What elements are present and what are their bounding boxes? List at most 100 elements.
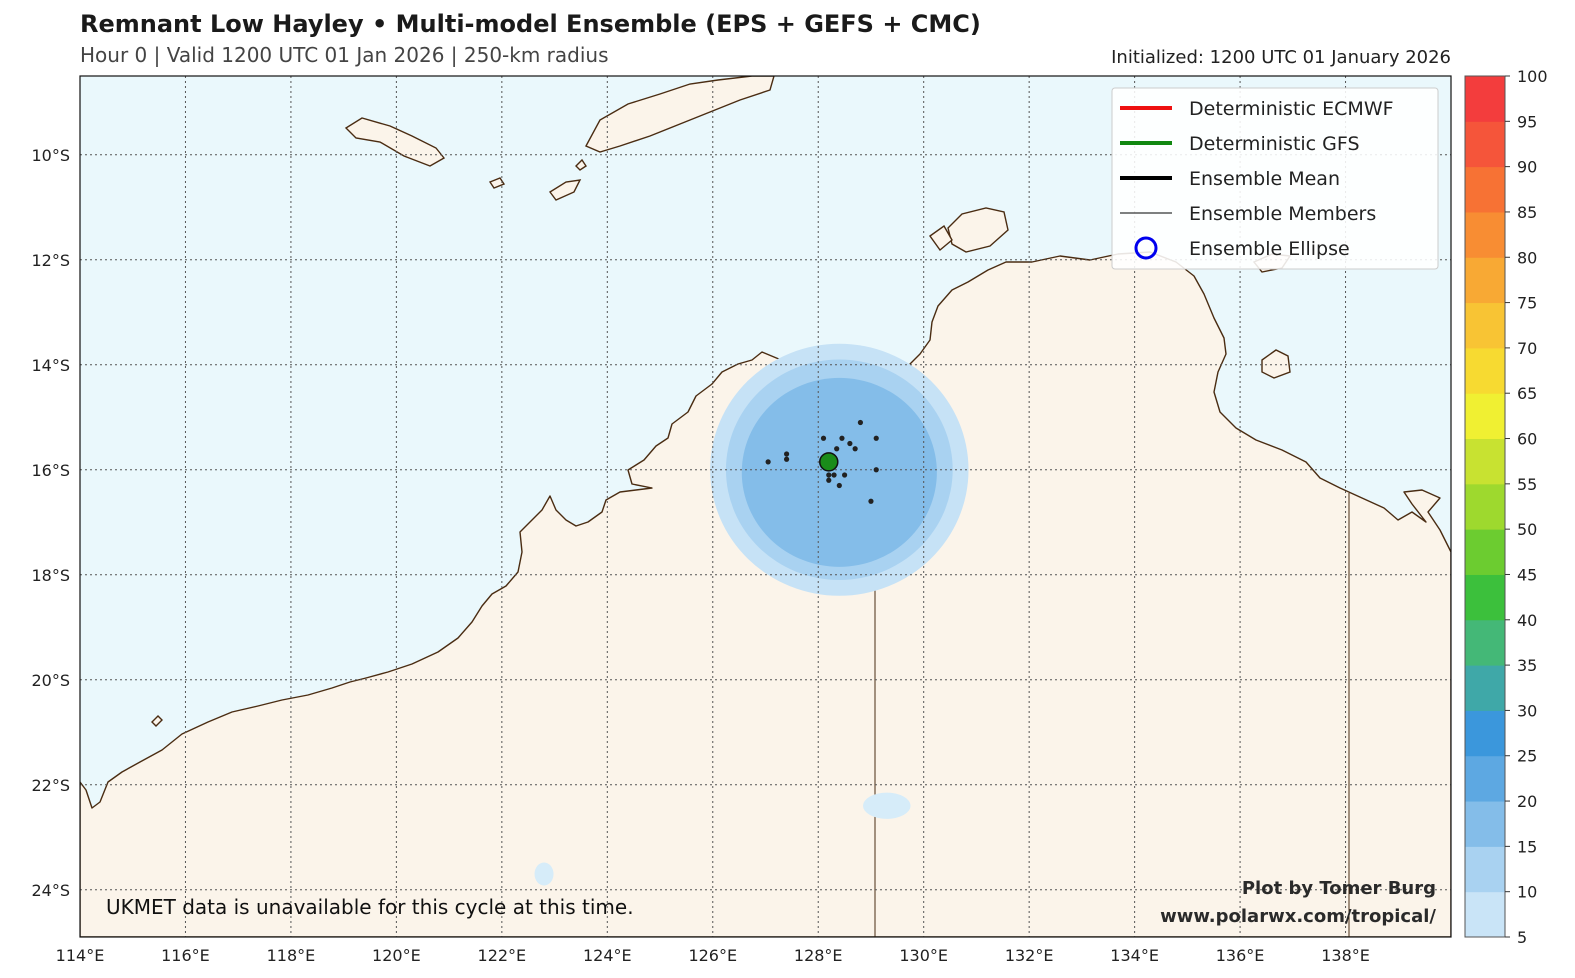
colorbar-segment <box>1465 347 1505 394</box>
colorbar-label: 40 <box>1517 611 1537 630</box>
colorbar-segment <box>1465 483 1505 530</box>
colorbar-label: 35 <box>1517 656 1537 675</box>
ensemble-member-point <box>783 456 790 462</box>
lon-tick-label: 136°E <box>1216 946 1265 965</box>
ensemble-member-point <box>834 446 840 452</box>
probability-shading <box>534 343 969 886</box>
colorbar-segment <box>1465 211 1505 258</box>
lon-tick-label: 134°E <box>1110 946 1159 965</box>
colorbar-label: 70 <box>1517 339 1537 358</box>
ensemble-member-point <box>826 472 832 478</box>
map-layers <box>80 76 1451 937</box>
ensemble-member-point <box>852 446 858 452</box>
colorbar-label: 10 <box>1517 883 1537 902</box>
savu-island <box>488 177 506 189</box>
lon-tick-label: 130°E <box>899 946 948 965</box>
colorbar-segment <box>1465 710 1505 757</box>
ensemble-member-point <box>820 435 827 441</box>
colorbar-segment <box>1465 891 1505 938</box>
colorbar-segment <box>1465 393 1505 440</box>
lat-tick-label: 24°S <box>31 881 70 900</box>
colorbar-label: 95 <box>1517 112 1537 131</box>
legend-label: Ensemble Members <box>1189 203 1376 225</box>
colorbar-label: 85 <box>1517 203 1537 222</box>
colorbar-label: 45 <box>1517 565 1537 584</box>
colorbar-label: 55 <box>1517 475 1537 494</box>
lon-tick-label: 128°E <box>794 946 843 965</box>
ensemble-member-point <box>857 419 864 426</box>
lat-tick-label: 20°S <box>31 671 70 690</box>
lat-tick-label: 22°S <box>31 776 70 795</box>
lon-tick-label: 132°E <box>1005 946 1054 965</box>
colorbar-label: 75 <box>1517 294 1537 313</box>
initialized-time: Initialized: 1200 UTC 01 January 2026 <box>1111 47 1451 68</box>
colorbar-label: 25 <box>1517 747 1537 766</box>
chart-title: Remnant Low Hayley • Multi-model Ensembl… <box>80 10 981 38</box>
sumba-island <box>344 117 446 167</box>
small-island-1 <box>575 158 587 171</box>
legend-item: Ensemble Ellipse <box>1134 236 1350 260</box>
colorbar-segment <box>1465 574 1505 621</box>
colorbar-segment <box>1465 619 1505 666</box>
ensemble-member-point <box>826 477 832 483</box>
colorbar-segment <box>1465 166 1505 213</box>
colorbar-frame <box>1464 75 1506 938</box>
ensemble-member-point <box>868 498 874 504</box>
colorbar-label: 20 <box>1517 792 1537 811</box>
probability-area-5 <box>534 862 554 886</box>
legend-swatch <box>1134 236 1158 260</box>
legend-label: Deterministic GFS <box>1189 133 1360 155</box>
lon-tick-label: 114°E <box>56 946 105 965</box>
small-island-2 <box>151 715 163 727</box>
lon-tick-label: 116°E <box>161 946 210 965</box>
ensemble-member-point <box>839 435 845 441</box>
colorbar-label: 80 <box>1517 248 1537 267</box>
colorbar-label: 5 <box>1517 928 1527 947</box>
deterministic-gfs-point <box>819 452 839 472</box>
axis-ticks: 114°E 116°E 118°E 120°E 122°E 124°E 126°E 128°E… <box>31 146 1369 965</box>
colorbar: 5 10 15 20 25 30 35 40 45 50 55 60 65 70 75 80 85 90 95 100 <box>1464 67 1548 947</box>
map-frame <box>79 75 1452 938</box>
colorbar-segment <box>1465 438 1505 485</box>
colorbar-label: 60 <box>1517 430 1537 449</box>
lat-tick-label: 18°S <box>31 566 70 585</box>
colorbar-label: 50 <box>1517 520 1537 539</box>
ensemble-member-point <box>783 451 790 457</box>
colorbar-segment <box>1465 665 1505 711</box>
colorbar-segment <box>1465 801 1505 847</box>
lon-tick-label: 120°E <box>372 946 421 965</box>
groote-eylandt <box>1261 349 1291 379</box>
legend: Deterministic ECMWF Deterministic GFS Ense… <box>1111 87 1439 270</box>
ensemble-member-point <box>841 472 848 478</box>
ensemble-member-point <box>831 472 837 478</box>
colorbar-segment <box>1465 529 1505 575</box>
colorbar-segment <box>1465 76 1505 122</box>
legend-item: Ensemble Members <box>1120 203 1376 225</box>
ensemble-member-point <box>847 440 853 447</box>
ukmet-note: UKMET data is unavailable for this cycle… <box>106 895 634 919</box>
bathurst-island <box>929 224 953 252</box>
credit-author: Plot by Tomer Burg <box>1242 878 1436 899</box>
lat-tick-label: 10°S <box>31 146 70 165</box>
lon-tick-label: 138°E <box>1321 946 1370 965</box>
legend-label: Ensemble Mean <box>1189 168 1340 190</box>
legend-label: Deterministic ECMWF <box>1189 98 1394 120</box>
lon-tick-label: 126°E <box>688 946 737 965</box>
chart-subtitle: Hour 0 | Valid 1200 UTC 01 Jan 2026 | 25… <box>80 43 609 67</box>
rote-island <box>548 179 582 201</box>
probability-area-20 <box>741 377 937 567</box>
colorbar-label: 15 <box>1517 837 1537 856</box>
lat-tick-label: 14°S <box>31 356 70 375</box>
legend-frame <box>1111 87 1439 270</box>
colorbar-segment <box>1465 257 1505 304</box>
colorbar-label: 90 <box>1517 158 1537 177</box>
legend-label: Ensemble Ellipse <box>1189 238 1350 260</box>
colorbar-label: 65 <box>1517 384 1537 403</box>
colorbar-label: 30 <box>1517 701 1537 720</box>
probability-area-5 <box>863 792 911 819</box>
lat-tick-label: 12°S <box>31 251 70 270</box>
lon-tick-label: 122°E <box>478 946 527 965</box>
lon-tick-label: 124°E <box>583 946 632 965</box>
ensemble-member-point <box>873 435 879 441</box>
lon-tick-label: 118°E <box>267 946 316 965</box>
